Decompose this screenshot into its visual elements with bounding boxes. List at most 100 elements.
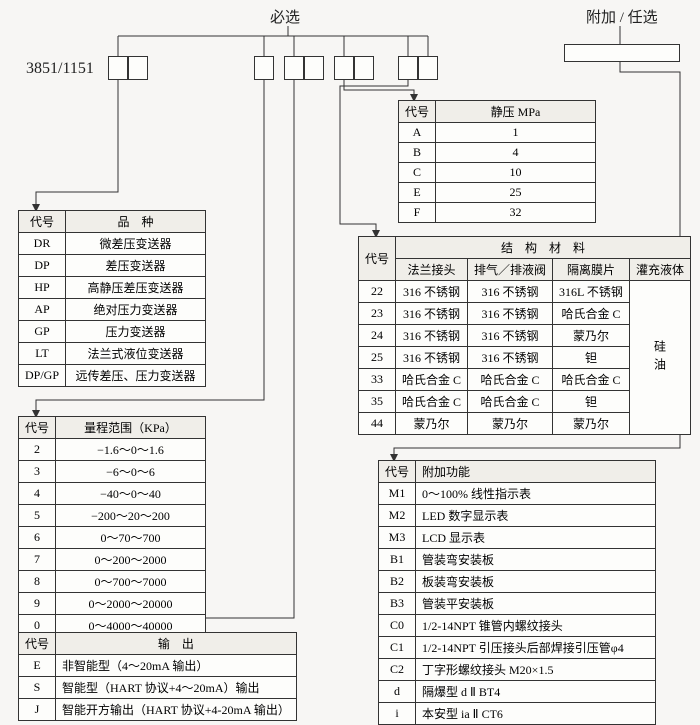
table-cell: 10: [436, 163, 596, 183]
table-cell: 1/2-14NPT 锥管内螺纹接头: [416, 615, 656, 637]
col-range: 量程范围（KPa）: [56, 417, 206, 439]
table-cell: 1: [436, 123, 596, 143]
table-row: 2−1.6～0～1.6: [19, 439, 206, 461]
table-cell: 哈氏合金 C: [396, 369, 468, 391]
table-row: LT法兰式液位变送器: [19, 343, 206, 365]
table-cell: 蒙乃尔: [553, 325, 630, 347]
col-fill: 灌充液体: [629, 259, 690, 281]
table-cell: 哈氏合金 C: [553, 303, 630, 325]
col-code: 代号: [399, 101, 436, 123]
table-cell: −6～0～6: [56, 461, 206, 483]
table-cell: LCD 显示表: [416, 527, 656, 549]
table-row: DR微差压变送器: [19, 233, 206, 255]
table-cell: 35: [359, 391, 396, 413]
table-row: B1管装弯安装板: [379, 549, 656, 571]
table-cell: i: [379, 703, 416, 725]
table-cell: −1.6～0～1.6: [56, 439, 206, 461]
table-cell: AP: [19, 299, 66, 321]
table-cell: E: [19, 655, 56, 677]
table-row: DP差压变送器: [19, 255, 206, 277]
table-cell: 蒙乃尔: [553, 413, 630, 435]
table-cell: M3: [379, 527, 416, 549]
table-row: 60～70～700: [19, 527, 206, 549]
table-row: 3−6～0～6: [19, 461, 206, 483]
table-cell: 316 不锈钢: [468, 347, 553, 369]
table-cell: M1: [379, 483, 416, 505]
table-cell: 钽: [553, 391, 630, 413]
table-cell: 9: [19, 593, 56, 615]
table-cell: 44: [359, 413, 396, 435]
additional-table: 代号 附加功能 M10～100% 线性指示表M2LED 数字显示表M3LCD 显…: [378, 460, 656, 725]
table-row: J智能开方输出（HART 协议+4-20mA 输出）: [19, 699, 297, 721]
table-cell: 5: [19, 505, 56, 527]
table-cell: 远传差压、压力变送器: [66, 365, 206, 387]
table-cell: 0～2000～20000: [56, 593, 206, 615]
optional-wide-box: [564, 44, 680, 62]
table-cell: 压力变送器: [66, 321, 206, 343]
table-row: HP高静压差压变送器: [19, 277, 206, 299]
table-row: B4: [399, 143, 596, 163]
table-row: E非智能型（4～20mA 输出）: [19, 655, 297, 677]
col-code: 代号: [359, 237, 396, 281]
selector-box-f: [398, 56, 418, 80]
table-row: 90～2000～20000: [19, 593, 206, 615]
fill-liquid-cell: 硅油: [629, 281, 690, 435]
table-cell: LT: [19, 343, 66, 365]
table-cell: 316 不锈钢: [468, 303, 553, 325]
table-cell: DP: [19, 255, 66, 277]
table-cell: 3: [19, 461, 56, 483]
table-cell: C2: [379, 659, 416, 681]
table-cell: 4: [436, 143, 596, 163]
table-row: i本安型 ia Ⅱ CT6: [379, 703, 656, 725]
table-cell: −40～0～40: [56, 483, 206, 505]
table-row: B2板装弯安装板: [379, 571, 656, 593]
table-cell: 22: [359, 281, 396, 303]
table-cell: 2: [19, 439, 56, 461]
table-row: C2丁字形螺纹接头 M20×1.5: [379, 659, 656, 681]
table-cell: 智能型（HART 协议+4～20mA）输出: [56, 677, 297, 699]
table-cell: HP: [19, 277, 66, 299]
table-cell: 25: [436, 183, 596, 203]
table-row: 5−200～20～200: [19, 505, 206, 527]
table-cell: 智能开方输出（HART 协议+4-20mA 输出）: [56, 699, 297, 721]
table-row: GP压力变送器: [19, 321, 206, 343]
table-row: 4−40～0～40: [19, 483, 206, 505]
table-row: C01/2-14NPT 锥管内螺纹接头: [379, 615, 656, 637]
table-cell: F: [399, 203, 436, 223]
table-row: M3LCD 显示表: [379, 527, 656, 549]
table-cell: 316 不锈钢: [468, 325, 553, 347]
table-cell: C1: [379, 637, 416, 659]
table-cell: 0～100% 线性指示表: [416, 483, 656, 505]
table-cell: 23: [359, 303, 396, 325]
table-row: 70～200～2000: [19, 549, 206, 571]
selector-box-a: [254, 56, 274, 80]
table-cell: 隔爆型 d Ⅱ BT4: [416, 681, 656, 703]
table-cell: DR: [19, 233, 66, 255]
table-cell: 板装弯安装板: [416, 571, 656, 593]
table-cell: 0～70～700: [56, 527, 206, 549]
table-row: DP/GP远传差压、压力变送器: [19, 365, 206, 387]
table-row: A1: [399, 123, 596, 143]
selector-box-model-1: [108, 56, 128, 80]
table-cell: 哈氏合金 C: [468, 391, 553, 413]
table-cell: 蒙乃尔: [468, 413, 553, 435]
table-cell: 微差压变送器: [66, 233, 206, 255]
table-cell: −200～20～200: [56, 505, 206, 527]
col-func: 附加功能: [416, 461, 656, 483]
static-pressure-table: 代号 静压 MPa A1B4C10E25F32: [398, 100, 596, 223]
table-cell: 蒙乃尔: [396, 413, 468, 435]
col-kind: 品 种: [66, 211, 206, 233]
table-cell: C: [399, 163, 436, 183]
col-output: 输 出: [56, 633, 297, 655]
product-type-table: 代号 品 种 DR微差压变送器DP差压变送器HP高静压差压变送器AP绝对压力变送…: [18, 210, 206, 387]
table-cell: 8: [19, 571, 56, 593]
table-cell: 316 不锈钢: [396, 347, 468, 369]
table-cell: 管装弯安装板: [416, 549, 656, 571]
table-row: B3管装平安装板: [379, 593, 656, 615]
table-cell: DP/GP: [19, 365, 66, 387]
col-code: 代号: [19, 633, 56, 655]
model-label: 3851/1151: [26, 60, 94, 78]
table-cell: 316 不锈钢: [396, 281, 468, 303]
table-cell: B: [399, 143, 436, 163]
col-diaphragm: 隔离膜片: [553, 259, 630, 281]
